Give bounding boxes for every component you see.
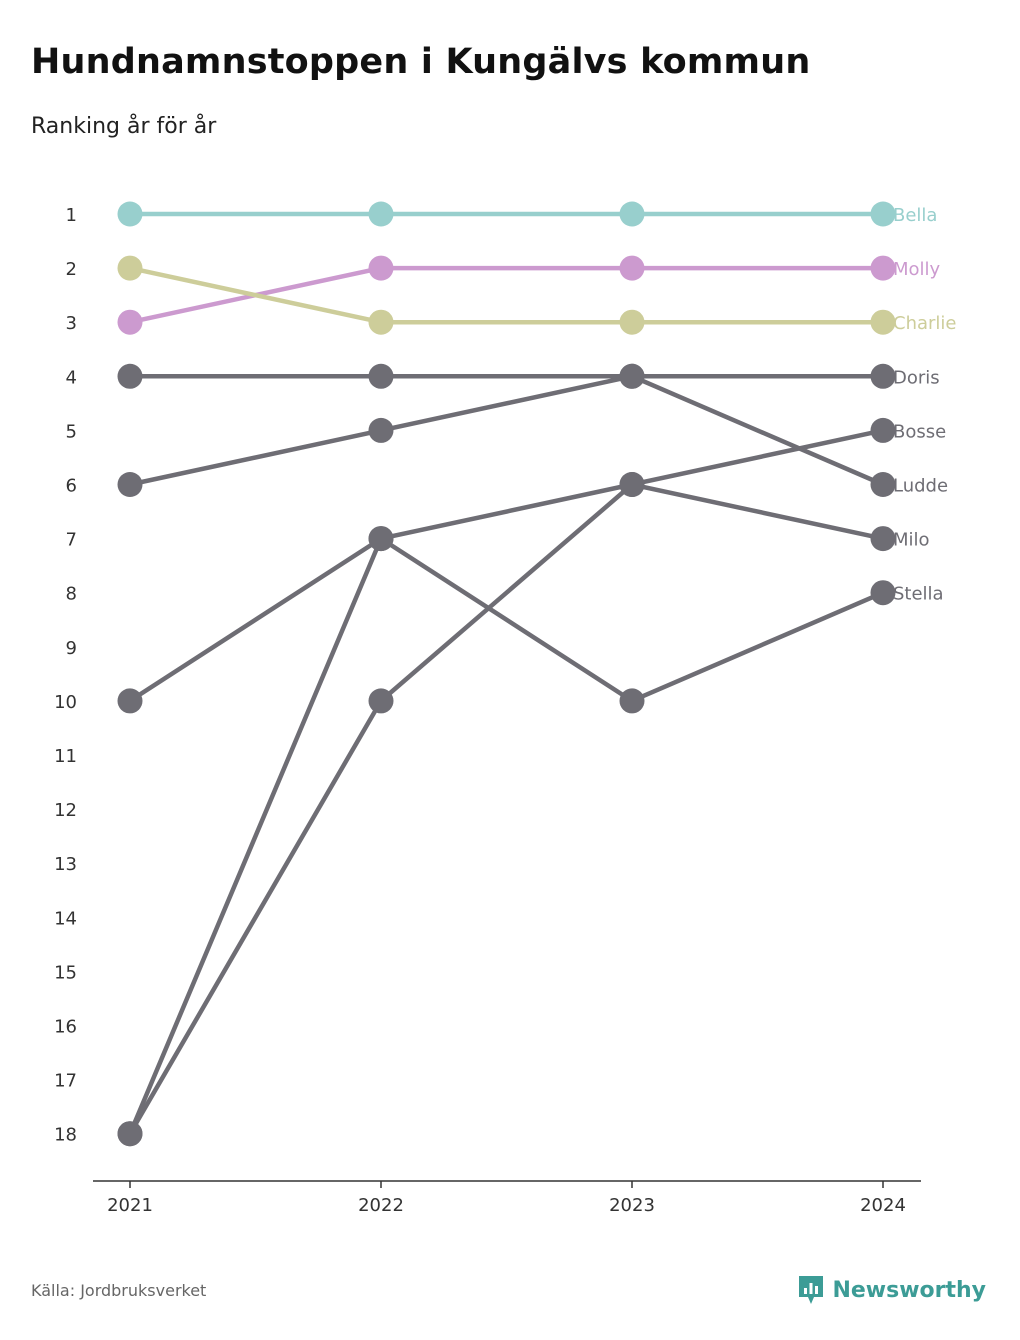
- y-tick-label: 6: [66, 476, 77, 497]
- x-axis: 2021 2022 2023 2024: [107, 1181, 906, 1216]
- y-tick-label: 3: [66, 313, 77, 334]
- data-point-stella: [117, 1121, 143, 1147]
- y-tick-label: 8: [66, 584, 77, 605]
- series-labels: Doris Bosse Ludde Milo Stella Bella Molly Charl…: [893, 205, 956, 605]
- series-lines: [127, 211, 886, 1136]
- data-point-bosse: [368, 688, 394, 714]
- y-tick-label: 2: [66, 259, 77, 280]
- data-point-stella: [368, 526, 394, 552]
- y-tick-label: 11: [54, 746, 77, 767]
- y-tick-label: 16: [54, 1017, 77, 1038]
- series-line-bosse: [127, 428, 886, 1136]
- data-point-doris: [117, 363, 143, 389]
- data-point-bella: [117, 201, 143, 227]
- data-point-molly: [619, 255, 645, 281]
- data-point-stella: [619, 688, 645, 714]
- series-label-molly: Molly: [893, 259, 941, 280]
- data-point-ludde: [117, 472, 143, 497]
- series-points: [117, 201, 896, 1147]
- y-tick-label: 18: [54, 1125, 77, 1146]
- brand-logo[interactable]: Newsworthy: [798, 1275, 986, 1305]
- x-tick-label: 2024: [860, 1195, 906, 1216]
- y-tick-label: 1: [66, 205, 77, 226]
- data-point-molly: [368, 255, 394, 281]
- y-tick-label: 15: [54, 962, 77, 983]
- x-tick-label: 2023: [609, 1195, 655, 1216]
- data-point-ludde: [368, 417, 394, 443]
- data-point-doris: [870, 363, 896, 389]
- data-point-bella: [619, 201, 645, 227]
- series-label-bosse: Bosse: [893, 421, 946, 442]
- brand-name: Newsworthy: [832, 1277, 986, 1303]
- data-point-charlie: [117, 255, 143, 281]
- y-tick-label: 13: [54, 854, 77, 875]
- chart-title: Hundnamnstoppen i Kungälvs kommun: [31, 42, 811, 82]
- x-tick-label: 2022: [358, 1195, 404, 1216]
- data-point-bella: [870, 201, 896, 227]
- y-tick-label: 12: [54, 800, 77, 821]
- series-line-charlie: [127, 265, 886, 325]
- y-tick-label: 14: [54, 908, 77, 929]
- data-point-milo: [870, 526, 896, 552]
- y-tick-label: 9: [66, 638, 77, 659]
- series-label-ludde: Ludde: [893, 476, 948, 497]
- y-tick-label: 4: [66, 367, 77, 388]
- y-tick-label: 10: [54, 692, 77, 713]
- data-point-charlie: [619, 309, 645, 335]
- data-point-charlie: [870, 309, 896, 335]
- data-point-milo: [619, 472, 645, 497]
- data-point-ludde: [619, 363, 645, 389]
- data-point-molly: [870, 255, 896, 281]
- data-point-ludde: [870, 472, 896, 497]
- chart-subtitle: Ranking år för år: [31, 114, 217, 139]
- y-tick-label: 7: [66, 530, 77, 551]
- data-point-bella: [368, 201, 394, 227]
- series-label-doris: Doris: [893, 367, 940, 388]
- data-point-doris: [368, 363, 394, 389]
- series-line-molly: [127, 265, 886, 325]
- y-tick-label: 17: [54, 1071, 77, 1092]
- data-point-molly: [117, 309, 143, 335]
- y-tick-label: 5: [66, 421, 77, 442]
- series-label-stella: Stella: [893, 584, 944, 605]
- x-tick-label: 2021: [107, 1195, 153, 1216]
- data-point-stella: [870, 580, 896, 606]
- series-line-ludde: [127, 374, 886, 487]
- source-note: Källa: Jordbruksverket: [31, 1281, 207, 1300]
- series-label-charlie: Charlie: [893, 313, 956, 334]
- series-label-milo: Milo: [893, 530, 930, 551]
- data-point-charlie: [368, 309, 394, 335]
- series-line-milo: [127, 482, 886, 704]
- data-point-bosse: [870, 417, 896, 443]
- series-label-bella: Bella: [893, 205, 937, 226]
- series-line-stella: [127, 536, 886, 1136]
- newsworthy-logo-icon: [799, 1276, 824, 1304]
- data-point-milo: [117, 688, 143, 714]
